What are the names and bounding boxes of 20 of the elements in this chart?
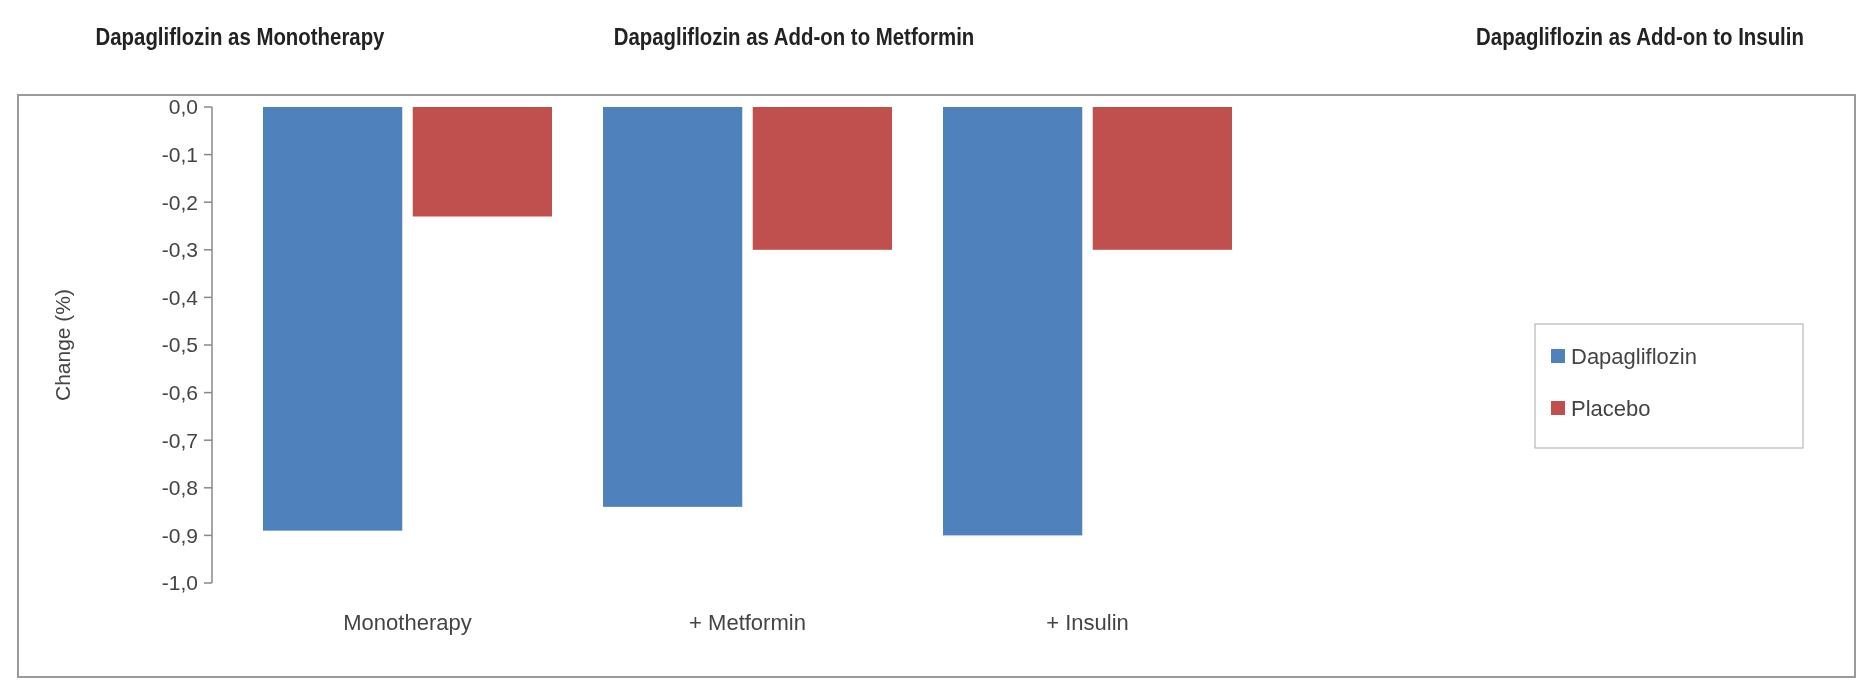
text: Dapagliflozin as Add-on to Insulin [1476, 23, 1804, 51]
legend-label: Placebo [1571, 395, 1651, 421]
y-tick-label: -0,1 [161, 142, 198, 166]
legend-label: Dapagliflozin [1571, 343, 1697, 369]
x-tick-label: + Metformin [689, 610, 806, 635]
y-tick-label: 0,0 [168, 95, 198, 119]
y-tick-label: -0,7 [161, 428, 198, 452]
y-tick-label: -0,4 [161, 285, 199, 309]
y-tick-label: -0,5 [161, 333, 198, 357]
text: Dapagliflozin as Monotherapy [95, 23, 386, 51]
y-tick-label: -0,3 [161, 238, 198, 262]
y-tick-label: -0,8 [161, 476, 198, 500]
x-tick-label: + Insulin [1046, 610, 1129, 635]
y-tick-label: -0,6 [161, 380, 198, 404]
y-axis-title: Change (%) [51, 288, 74, 402]
y-tick-label: -1,0 [161, 571, 198, 595]
x-tick-label: Monotherapy [343, 610, 472, 635]
y-tick-label: -0,2 [161, 190, 198, 214]
text: Dapagliflozin as Add-on to Metformin [613, 23, 975, 51]
y-tick-label: -0,9 [161, 523, 198, 547]
